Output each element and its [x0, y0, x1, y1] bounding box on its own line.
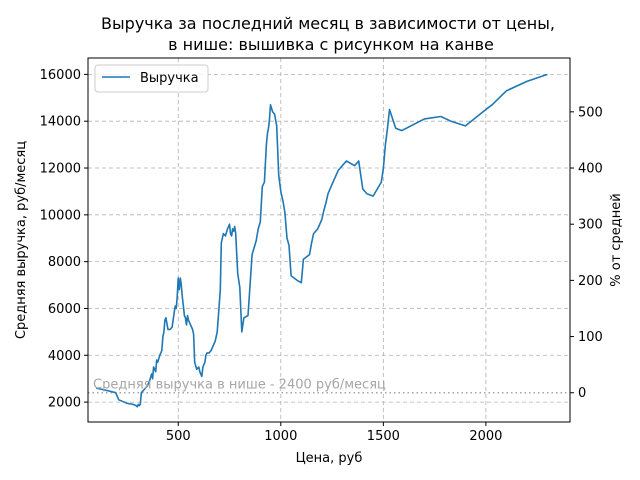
y2-tick-label: 300 [578, 218, 603, 233]
legend: Выручка [94, 64, 209, 93]
y-tick-label: 10000 [40, 208, 81, 223]
y-tick-label: 16000 [40, 68, 81, 83]
y2-tick-label: 200 [578, 274, 603, 289]
x-tick-label: 500 [166, 429, 191, 444]
y2-tick-label: 100 [578, 330, 603, 345]
x-axis-ticks: 500 1000 1500 2000 [166, 422, 502, 444]
x-axis-label: Цена, руб [296, 451, 363, 466]
y-axis-label-left: Средняя выручка, руб/месяц [14, 141, 29, 339]
legend-label: Выручка [140, 71, 199, 86]
y-axis-ticks-right: 0 100 200 300 400 500 [570, 105, 603, 401]
y2-tick-label: 500 [578, 105, 603, 120]
y-axis-label-right: % от средней [609, 193, 624, 286]
legend-box [94, 64, 209, 93]
x-tick-label: 2000 [469, 429, 502, 444]
y-tick-label: 12000 [40, 162, 81, 177]
y-tick-label: 8000 [48, 255, 81, 270]
plot-frame [87, 57, 571, 423]
y-tick-label: 2000 [48, 396, 81, 411]
y2-tick-label: 400 [578, 162, 603, 177]
y2-tick-label: 0 [578, 386, 586, 401]
niche-average-annotation: Средняя выручка в нише - 2400 руб/месяц [93, 378, 386, 393]
y-tick-label: 6000 [48, 302, 81, 317]
y-tick-label: 14000 [40, 115, 81, 130]
revenue-line [96, 73, 548, 408]
y-axis-ticks-left: 2000 4000 6000 8000 10000 12000 14000 16000 [40, 68, 88, 411]
chart-title-line-2: в нише: вышивка с рисунком на канве [168, 35, 494, 54]
chart-title-line-1: Выручка за последний месяц в зависимости… [101, 14, 555, 33]
x-tick-label: 1000 [264, 429, 297, 444]
y-tick-label: 4000 [48, 349, 81, 364]
x-tick-label: 1500 [367, 429, 400, 444]
